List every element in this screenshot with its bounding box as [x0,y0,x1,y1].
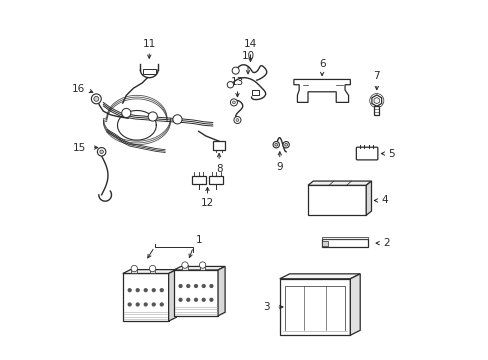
Circle shape [182,262,188,268]
Circle shape [283,141,289,148]
Polygon shape [373,98,379,104]
Bar [322,239,367,247]
Bar [149,269,155,274]
Circle shape [274,143,277,146]
Circle shape [128,289,131,292]
Circle shape [91,94,101,104]
Bar [252,90,258,95]
Circle shape [122,108,131,118]
Polygon shape [366,181,371,215]
Circle shape [136,303,139,306]
Text: 9: 9 [276,162,283,172]
Bar [279,279,349,335]
Bar [307,185,366,215]
Text: 6: 6 [318,59,325,69]
Text: 3: 3 [263,302,270,312]
Polygon shape [349,274,360,335]
Bar [182,265,187,270]
Circle shape [148,112,157,121]
Circle shape [179,285,182,287]
Bar [142,69,155,74]
Circle shape [136,289,139,292]
Circle shape [131,265,137,272]
Polygon shape [293,80,349,102]
Circle shape [179,298,182,301]
Circle shape [94,96,99,101]
Polygon shape [168,270,176,321]
Circle shape [144,289,147,292]
Bar [200,265,205,270]
Polygon shape [122,270,176,274]
Bar [212,141,225,150]
Text: 13: 13 [230,77,244,86]
Circle shape [194,285,197,287]
Circle shape [100,150,103,154]
Circle shape [233,117,241,123]
Circle shape [209,285,212,287]
Circle shape [160,303,163,306]
Bar [191,176,205,184]
Circle shape [209,298,212,301]
Text: 11: 11 [142,39,156,49]
Circle shape [186,285,189,287]
Circle shape [186,298,189,301]
Polygon shape [218,266,224,316]
Bar [174,270,218,316]
Text: 8: 8 [215,164,222,174]
Circle shape [272,141,279,148]
Circle shape [128,303,131,306]
Circle shape [173,115,182,124]
Circle shape [284,143,287,146]
Polygon shape [371,95,381,106]
Polygon shape [174,266,224,270]
Circle shape [149,265,156,272]
Circle shape [160,289,163,292]
Circle shape [230,99,237,106]
FancyBboxPatch shape [356,147,377,160]
Text: 1: 1 [195,235,202,245]
Circle shape [152,303,155,306]
Text: 2: 2 [382,238,388,248]
Circle shape [194,298,197,301]
Text: 15: 15 [73,143,86,153]
Polygon shape [279,274,360,279]
Polygon shape [307,181,371,185]
Bar [122,274,168,321]
Bar [322,241,328,246]
Circle shape [202,285,204,287]
Bar [209,176,223,184]
Text: 4: 4 [380,195,387,206]
Circle shape [236,118,238,121]
Text: 12: 12 [201,198,214,208]
Circle shape [227,82,233,88]
Bar [374,106,379,115]
Bar [131,269,137,274]
Text: 7: 7 [373,71,379,81]
Circle shape [97,148,105,156]
Text: 5: 5 [387,149,394,158]
Circle shape [144,303,147,306]
Circle shape [232,101,235,104]
Circle shape [232,67,239,74]
Text: 14: 14 [244,39,257,49]
Text: 10: 10 [241,51,254,61]
Bar [322,237,367,239]
Text: 16: 16 [72,84,85,94]
Circle shape [152,289,155,292]
Circle shape [199,262,205,268]
Circle shape [202,298,204,301]
